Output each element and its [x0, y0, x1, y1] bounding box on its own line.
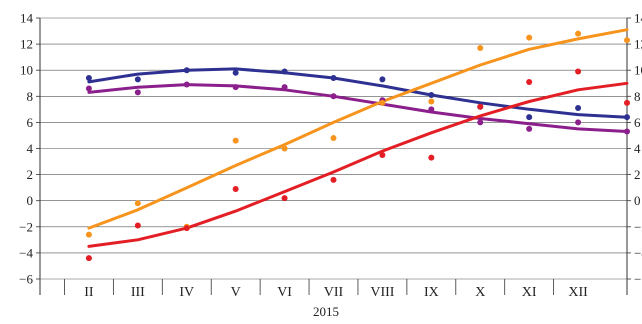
- data-point-3: [575, 30, 582, 37]
- grid: [39, 17, 628, 295]
- data-point-4: [85, 255, 92, 262]
- data-point-1: [526, 114, 533, 121]
- data-point-3: [281, 145, 288, 152]
- data-point-2: [134, 89, 141, 96]
- y-tick-label: 0: [634, 193, 641, 208]
- data-point-1: [379, 76, 386, 83]
- y-tick-label: −4: [634, 245, 642, 260]
- data-point-3: [624, 37, 630, 44]
- x-category-label: VIII: [370, 285, 394, 300]
- x-axis: II III IV V VI VII VIII IX X XI XII: [64, 279, 588, 300]
- data-point-3: [85, 231, 92, 238]
- y-tick-label: 4: [27, 141, 34, 156]
- data-point-1: [330, 75, 337, 82]
- data-point-2: [85, 85, 92, 92]
- data-point-3: [134, 200, 141, 207]
- data-point-4: [330, 176, 337, 183]
- y-axis-left: −6 −4 −2 0 2 4 6 8 10 12 14: [19, 11, 40, 287]
- trend-line-1: [87, 67, 629, 119]
- x-category-label: IX: [424, 285, 439, 300]
- y-axis-right: −6 −4 −2 0 2 4 6 8 10 12 14: [627, 11, 642, 287]
- y-tick-label: −6: [634, 272, 642, 287]
- x-category-label: VI: [277, 285, 292, 300]
- data-point-2: [281, 84, 288, 91]
- y-tick-label: 8: [27, 89, 34, 104]
- x-category-label: XI: [522, 285, 537, 300]
- data-point-2: [330, 93, 337, 100]
- data-point-3: [232, 137, 239, 144]
- x-category-label: V: [231, 285, 241, 300]
- y-tick-label: 2: [27, 167, 34, 182]
- data-point-3: [526, 34, 533, 41]
- trend-lines: [87, 28, 629, 248]
- y-tick-label: 8: [634, 89, 641, 104]
- data-point-4: [281, 195, 288, 202]
- data-point-3: [379, 99, 386, 106]
- y-tick-label: 10: [634, 63, 642, 78]
- data-point-3: [428, 98, 435, 105]
- trend-line-2: [87, 83, 629, 133]
- y-tick-label: −2: [19, 219, 33, 234]
- data-point-3: [330, 135, 337, 142]
- y-tick-label: 14: [634, 11, 642, 26]
- data-point-4: [526, 78, 533, 85]
- x-category-label: IV: [179, 285, 194, 300]
- data-point-4: [183, 225, 190, 232]
- y-tick-label: 12: [20, 37, 33, 52]
- trend-line-4: [87, 81, 629, 248]
- x-category-label: II: [84, 285, 94, 300]
- y-tick-label: −4: [19, 245, 33, 260]
- y-tick-label: 4: [634, 141, 641, 156]
- data-point-1: [134, 76, 141, 83]
- data-point-2: [624, 128, 630, 135]
- y-tick-label: 12: [634, 37, 642, 52]
- x-category-label: VII: [324, 285, 344, 300]
- y-tick-label: 0: [27, 193, 34, 208]
- x-category-label: X: [475, 285, 485, 300]
- y-tick-label: 6: [634, 115, 641, 130]
- data-point-4: [624, 99, 630, 106]
- y-tick-label: 6: [27, 115, 34, 130]
- data-point-4: [477, 103, 484, 110]
- data-point-2: [526, 125, 533, 132]
- data-point-3: [477, 45, 484, 52]
- data-point-2: [232, 84, 239, 91]
- data-point-1: [183, 67, 190, 74]
- y-tick-label: 2: [634, 167, 641, 182]
- y-tick-label: 10: [20, 63, 33, 78]
- x-axis-title: 2015: [313, 304, 339, 319]
- data-point-2: [575, 119, 582, 126]
- data-point-4: [575, 68, 582, 75]
- data-point-2: [477, 119, 484, 126]
- y-tick-label: −2: [634, 219, 642, 234]
- data-points: [85, 30, 630, 262]
- data-point-1: [624, 114, 630, 121]
- data-point-1: [428, 91, 435, 98]
- data-point-4: [232, 185, 239, 192]
- data-point-1: [85, 75, 92, 82]
- data-point-4: [134, 222, 141, 229]
- y-tick-label: 14: [20, 11, 34, 26]
- x-category-label: XII: [568, 285, 588, 300]
- data-point-2: [183, 81, 190, 88]
- data-point-2: [428, 106, 435, 113]
- trend-line-3: [87, 28, 629, 230]
- data-point-1: [575, 105, 582, 112]
- data-point-1: [281, 68, 288, 75]
- data-point-4: [428, 154, 435, 161]
- x-category-label: III: [131, 285, 145, 300]
- data-point-4: [379, 152, 386, 159]
- data-point-1: [232, 69, 239, 76]
- y-tick-label: −6: [19, 272, 33, 287]
